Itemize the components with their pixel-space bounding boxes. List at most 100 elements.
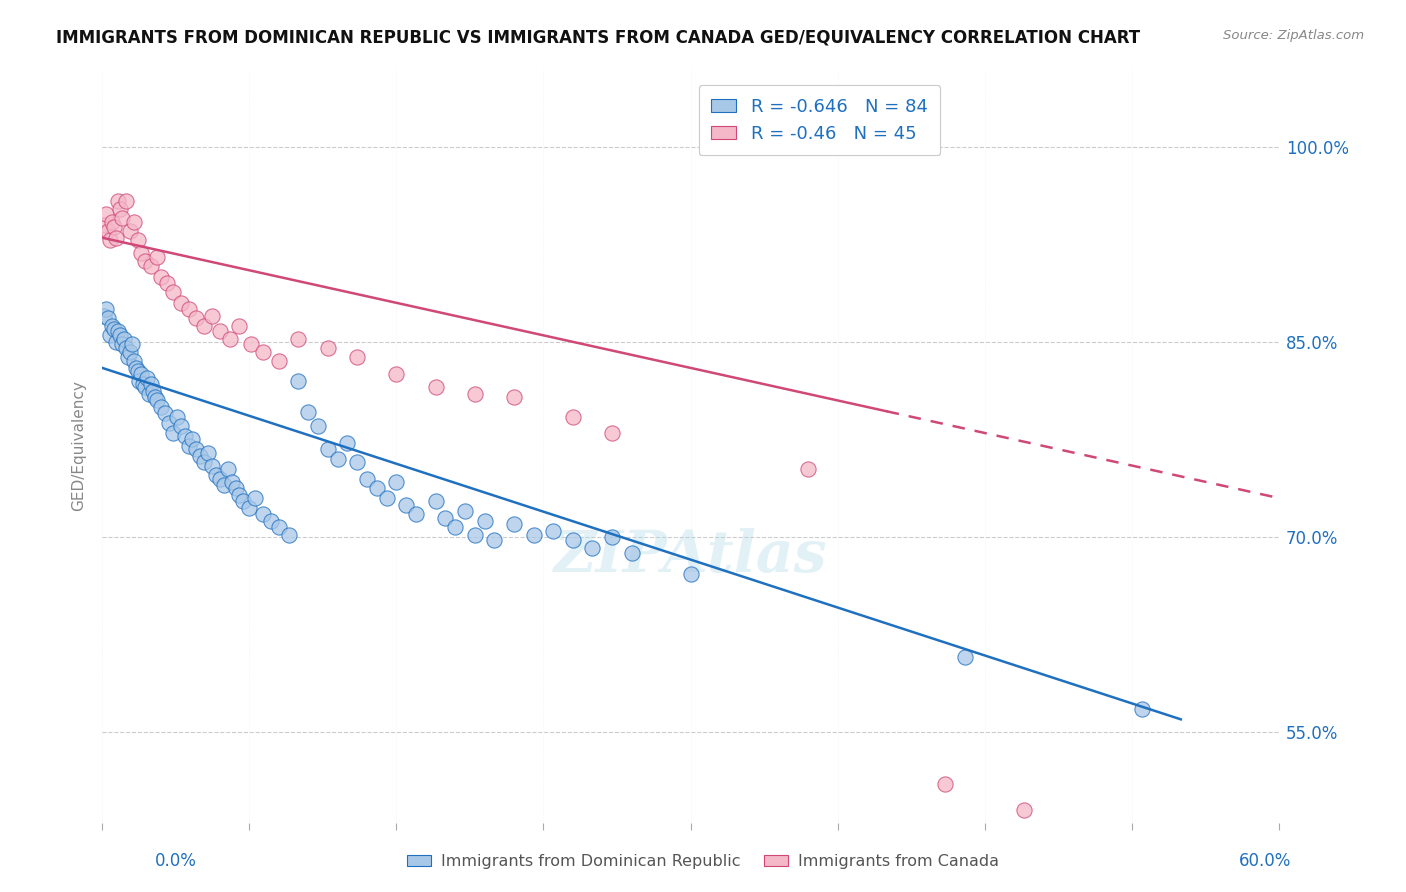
Legend: Immigrants from Dominican Republic, Immigrants from Canada: Immigrants from Dominican Republic, Immi… — [401, 847, 1005, 875]
Point — [94, 207, 117, 221]
Point — [287, 332, 309, 346]
Point — [118, 345, 141, 359]
Point — [316, 342, 339, 356]
Point — [425, 493, 447, 508]
Point — [503, 390, 526, 404]
Point — [454, 504, 477, 518]
Point — [127, 233, 149, 247]
Point — [356, 471, 378, 485]
Point — [141, 376, 163, 391]
Point — [101, 215, 124, 229]
Point — [260, 515, 283, 529]
Point — [93, 309, 115, 323]
Point — [297, 405, 319, 419]
Point — [287, 374, 309, 388]
Point — [484, 533, 506, 547]
Point — [523, 527, 546, 541]
Point — [169, 295, 191, 310]
Text: 60.0%: 60.0% — [1239, 852, 1292, 870]
Point — [934, 777, 956, 791]
Point — [157, 416, 180, 430]
Point — [127, 363, 149, 377]
Point — [121, 337, 143, 351]
Point — [543, 524, 565, 538]
Point — [464, 527, 486, 541]
Point — [218, 332, 240, 346]
Point — [679, 566, 702, 581]
Point — [375, 491, 398, 505]
Point — [186, 442, 208, 456]
Point — [104, 334, 127, 349]
Point — [201, 309, 224, 323]
Point — [122, 215, 145, 229]
Point — [114, 342, 136, 356]
Point — [193, 319, 215, 334]
Point — [98, 328, 121, 343]
Point — [112, 332, 135, 346]
Point — [316, 442, 339, 456]
Point — [107, 325, 129, 339]
Point — [346, 351, 368, 365]
Point — [177, 302, 200, 317]
Point — [101, 319, 124, 334]
Point — [107, 194, 129, 209]
Point — [94, 302, 117, 317]
Point — [385, 368, 408, 382]
Point — [252, 345, 274, 359]
Text: Source: ZipAtlas.com: Source: ZipAtlas.com — [1223, 29, 1364, 42]
Point — [336, 436, 359, 450]
Point — [131, 368, 153, 382]
Point — [114, 194, 136, 209]
Point — [98, 233, 121, 247]
Point — [136, 371, 159, 385]
Point — [111, 211, 134, 226]
Point — [169, 419, 191, 434]
Text: 0.0%: 0.0% — [155, 852, 197, 870]
Point — [267, 354, 290, 368]
Point — [600, 530, 623, 544]
Point — [444, 519, 467, 533]
Point — [326, 452, 349, 467]
Point — [232, 493, 254, 508]
Point — [395, 498, 418, 512]
Point — [124, 360, 146, 375]
Point — [503, 517, 526, 532]
Point — [162, 425, 184, 440]
Point — [208, 325, 231, 339]
Point — [405, 507, 427, 521]
Point — [205, 467, 228, 482]
Point — [97, 311, 120, 326]
Point — [366, 481, 388, 495]
Legend: R = -0.646   N = 84, R = -0.46   N = 45: R = -0.646 N = 84, R = -0.46 N = 45 — [699, 85, 941, 155]
Point — [128, 374, 150, 388]
Point — [150, 269, 173, 284]
Point — [141, 260, 163, 274]
Point — [797, 462, 820, 476]
Point — [118, 224, 141, 238]
Point — [267, 519, 290, 533]
Point — [103, 220, 125, 235]
Point — [150, 400, 173, 414]
Point — [240, 337, 263, 351]
Point — [561, 410, 583, 425]
Point — [132, 376, 155, 391]
Point — [620, 546, 643, 560]
Point — [108, 328, 131, 343]
Point — [173, 428, 195, 442]
Point — [243, 491, 266, 505]
Point — [131, 246, 153, 260]
Point — [238, 501, 260, 516]
Point — [464, 387, 486, 401]
Point — [153, 407, 176, 421]
Point — [186, 311, 208, 326]
Point — [111, 337, 134, 351]
Point — [97, 224, 120, 238]
Point — [277, 527, 299, 541]
Point — [177, 439, 200, 453]
Point — [117, 351, 139, 365]
Point — [143, 390, 166, 404]
Point — [142, 384, 165, 399]
Point — [166, 410, 188, 425]
Point — [103, 322, 125, 336]
Point — [221, 475, 243, 490]
